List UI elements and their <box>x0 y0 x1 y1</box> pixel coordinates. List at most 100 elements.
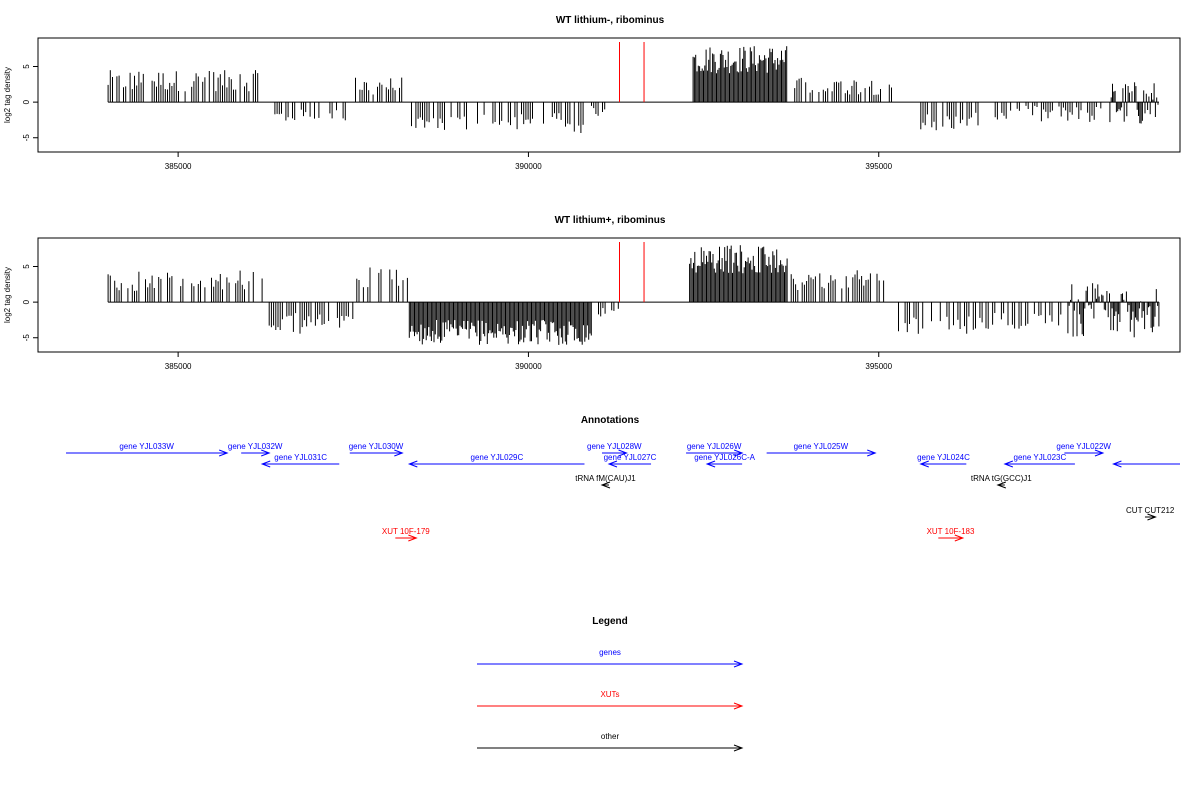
feature-label: gene YJL028W <box>587 442 642 451</box>
x-tick-label: 395000 <box>865 362 892 371</box>
annotation-feature: gene YJL028W <box>587 442 642 457</box>
annotation-feature: gene YJL022W <box>1056 442 1111 457</box>
legend-label: XUTs <box>600 690 619 699</box>
x-tick-label: 395000 <box>865 162 892 171</box>
arrow-head-icon <box>733 744 744 752</box>
annotation-feature: tRNA fM(CAU)J1 <box>575 474 636 489</box>
arrow-head-icon <box>218 449 229 457</box>
feature-label: tRNA fM(CAU)J1 <box>575 474 636 483</box>
feature-label: gene YJL027C <box>604 453 657 462</box>
plot-frame <box>37 37 1181 153</box>
annotation-feature: gene YJL027C <box>604 453 657 468</box>
feature-label: gene YJL024C <box>917 453 970 462</box>
annotation-feature: gene YJL023C <box>1003 453 1075 468</box>
annotation-feature: gene YJL032W <box>228 442 283 457</box>
panel-lithium-plus: WT lithium+, ribominus log2 tag density … <box>3 215 1181 371</box>
y-axis-label: log2 tag density <box>3 267 12 323</box>
arrow-head-icon <box>394 449 404 457</box>
feature-label: gene YJL026C-A <box>694 453 755 462</box>
legend-label: genes <box>599 648 621 657</box>
red-markers <box>619 42 645 103</box>
annotation-feature: CUT CUT212 <box>1126 506 1175 521</box>
feature-label: gene YJL029C <box>471 453 524 462</box>
signal-bars <box>107 46 1159 133</box>
x-tick-label: 385000 <box>165 162 192 171</box>
legend-item: XUTs <box>477 690 744 710</box>
arrow-head-icon <box>607 460 618 468</box>
annotation-feature: gene YJL033W <box>66 442 229 457</box>
annotation-feature: XUT 10F-183 <box>927 527 975 542</box>
arrow-head-icon <box>1094 449 1105 457</box>
y-tick-label: 0 <box>22 99 31 104</box>
y-axis-label: log2 tag density <box>3 67 12 123</box>
feature-label: gene YJL030W <box>349 442 404 451</box>
signal-bars <box>107 245 1160 345</box>
legend-label: other <box>601 732 620 741</box>
red-markers <box>619 242 645 303</box>
annotation-feature: gene YJL030W <box>349 442 404 457</box>
arrow-head-icon <box>261 449 271 457</box>
feature-label: gene YJL022W <box>1056 442 1111 451</box>
annotation-feature: XUT 10F-179 <box>382 527 430 542</box>
legend-panel: Legend genes XUTs other <box>477 616 744 752</box>
panel-lithium-minus: WT lithium-, ribominus log2 tag density … <box>3 15 1181 171</box>
annotation-feature: gene YJL025W <box>766 442 877 457</box>
annotation-features: gene YJL033W gene YJL032W gene YJL031C gene… <box>66 442 1180 542</box>
arrow-head-icon <box>705 460 716 468</box>
arrow-head-icon <box>733 449 744 457</box>
y-axis: -5 0 5 <box>22 64 38 142</box>
arrow-head-icon <box>919 460 929 468</box>
legend-item: genes <box>477 648 744 668</box>
panel-title: WT lithium+, ribominus <box>555 215 666 226</box>
arrow-head-icon <box>1003 460 1014 468</box>
feature-label: gene YJL031C <box>274 453 327 462</box>
arrow-head-icon <box>408 534 418 542</box>
plot-frame <box>37 237 1181 353</box>
feature-label: gene YJL033W <box>119 442 174 451</box>
feature-label: gene YJL032W <box>228 442 283 451</box>
legend-item: other <box>477 732 744 752</box>
feature-label: gene YJL023C <box>1014 453 1067 462</box>
feature-label: CUT CUT212 <box>1126 506 1175 515</box>
feature-label: XUT 10F-179 <box>382 527 430 536</box>
arrow-head-icon <box>733 702 744 710</box>
annotation-feature <box>1112 460 1180 468</box>
y-tick-label: -5 <box>22 334 31 342</box>
x-axis: 385000 390000 395000 <box>165 352 893 371</box>
y-tick-label: 5 <box>22 264 31 269</box>
arrow-head-icon <box>407 460 418 468</box>
arrow-head-icon <box>600 481 611 489</box>
arrow-head-icon <box>996 481 1007 489</box>
feature-label: XUT 10F-183 <box>927 527 975 536</box>
feature-label: tRNA tG(GCC)J1 <box>971 474 1032 483</box>
y-axis: -5 0 5 <box>22 264 38 342</box>
arrow-head-icon <box>618 449 628 457</box>
annotation-feature: gene YJL026W <box>686 442 744 457</box>
y-tick-label: 0 <box>22 299 31 304</box>
arrow-head-icon <box>260 460 271 468</box>
panel-title: WT lithium-, ribominus <box>556 15 665 26</box>
annotation-feature: gene YJL024C <box>917 453 970 468</box>
x-tick-label: 385000 <box>165 362 192 371</box>
annotation-feature: gene YJL026C-A <box>694 453 756 468</box>
arrow-head-icon <box>733 660 744 668</box>
annotation-feature: tRNA tG(GCC)J1 <box>971 474 1032 489</box>
arrow-head-icon <box>1147 513 1157 521</box>
y-tick-label: -5 <box>22 134 31 142</box>
feature-label: gene YJL025W <box>794 442 849 451</box>
feature-label: gene YJL026W <box>687 442 742 451</box>
annotations-panel: Annotations gene YJL033W gene YJL032Wgene… <box>66 415 1180 542</box>
annotations-title: Annotations <box>581 415 640 426</box>
x-axis: 385000 390000 395000 <box>165 152 893 171</box>
annotation-feature: gene YJL031C <box>260 453 340 468</box>
legend-title: Legend <box>592 616 628 627</box>
arrow-head-icon <box>1112 460 1122 468</box>
arrow-head-icon <box>867 449 877 457</box>
arrow-head-icon <box>954 534 965 542</box>
legend-items: genes XUTs other <box>477 648 744 752</box>
annotation-feature: gene YJL029C <box>407 453 585 468</box>
x-tick-label: 390000 <box>515 362 542 371</box>
y-tick-label: 5 <box>22 64 31 69</box>
